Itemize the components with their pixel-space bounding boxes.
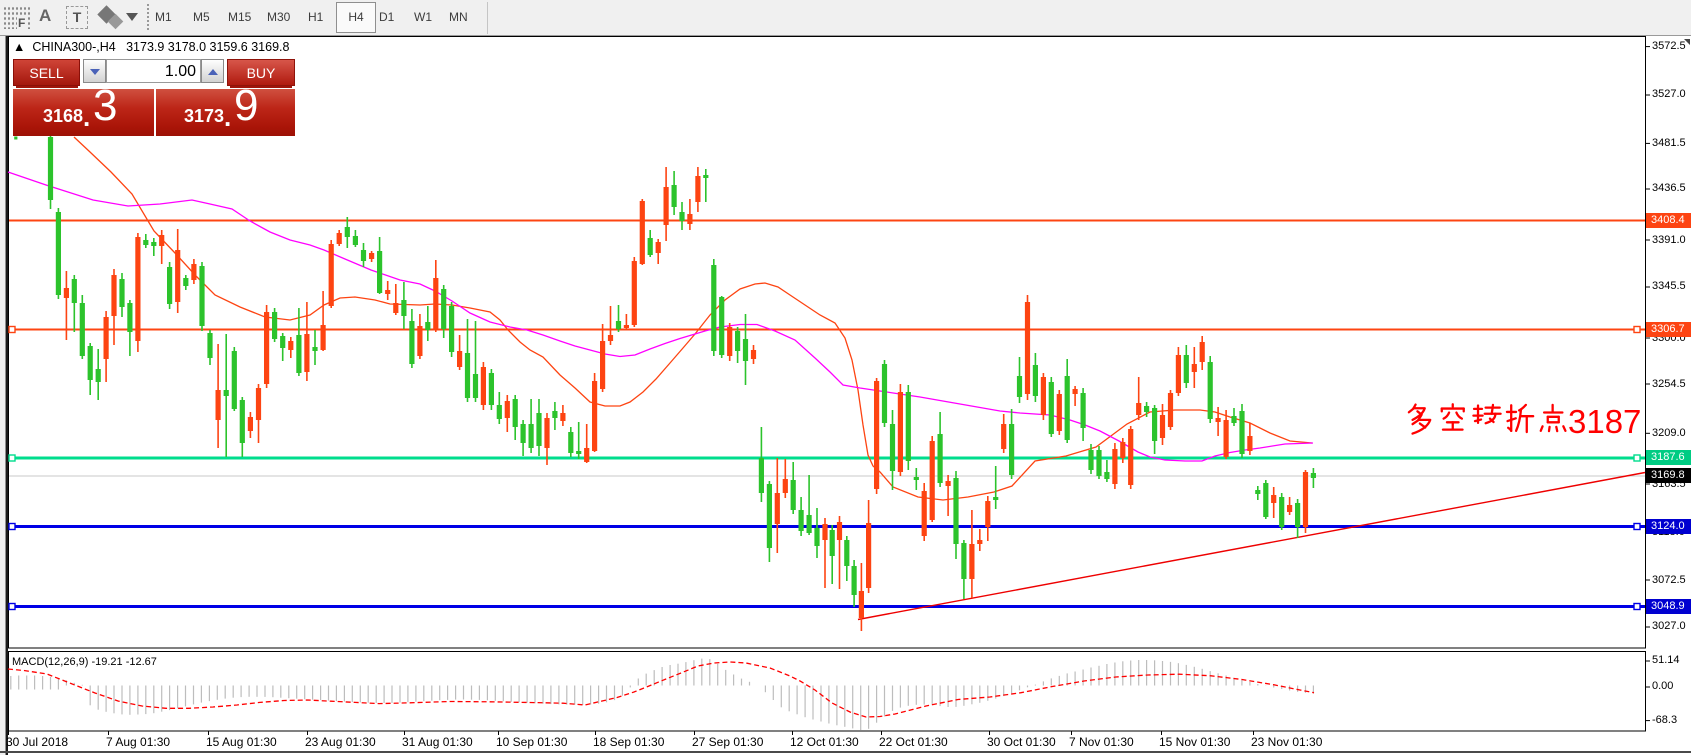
svg-text:3187: 3187 <box>1568 403 1641 440</box>
